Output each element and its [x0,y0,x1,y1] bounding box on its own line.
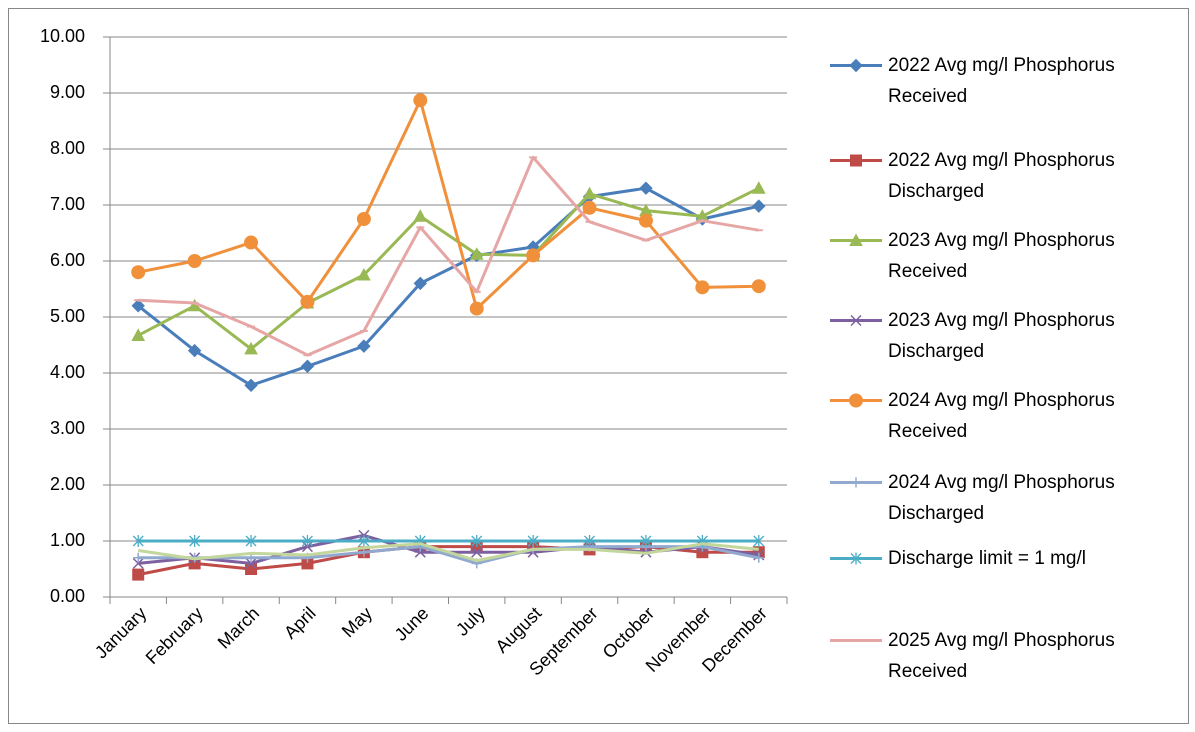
marker [849,233,863,246]
marker [850,552,862,565]
marker [851,477,861,488]
marker [638,213,653,228]
legend-label: 2024 Avg mg/l Phosphorus Discharged [888,472,1115,524]
marker [358,535,370,547]
y-tick-label: 5.00 [50,306,85,326]
y-tick-label: 1.00 [50,530,85,550]
legend-swatch [830,233,882,246]
marker [753,535,765,547]
marker [752,199,766,213]
marker [639,181,653,195]
legend-label: 2024 Avg mg/l Phosphorus Received [888,390,1115,442]
legend-item: 2022 Avg mg/l Phosphorus Received [830,50,1180,112]
marker [356,212,371,226]
legend-item: 2025 Avg mg/l Phosphorus Received [830,625,1180,687]
marker [357,267,371,281]
marker [582,186,597,200]
legend-item: 2022 Avg mg/l Phosphorus Discharged [830,145,1180,207]
y-tick-label: 10.00 [40,26,85,46]
y-tick-label: 7.00 [50,194,85,214]
marker [850,314,862,327]
legend-item: Discharge limit = 1 mg/l [830,543,1180,574]
marker [413,93,428,108]
marker [471,535,483,547]
legend-label: 2022 Avg mg/l Phosphorus Discharged [888,150,1115,202]
marker [187,254,202,268]
legend-swatch [830,477,882,488]
legend-swatch [830,639,882,642]
series-line [138,155,760,357]
marker [357,339,371,353]
y-tick-label: 3.00 [50,418,85,438]
y-tick-label: 0.00 [50,586,85,606]
marker [131,299,145,313]
legend-swatch [830,154,882,167]
marker [413,209,428,222]
marker [189,535,201,547]
series-line [137,542,759,563]
marker [132,557,144,569]
legend-item: 2023 Avg mg/l Phosphorus Discharged [830,305,1180,367]
marker [300,294,315,309]
marker [751,279,766,294]
marker [640,535,652,547]
marker [245,563,258,575]
marker [131,265,146,280]
marker [413,276,427,291]
series-line [137,186,760,351]
series-line [138,545,760,565]
marker [187,343,202,358]
marker [471,546,483,558]
marker [469,301,484,316]
series-line [137,98,759,311]
marker [245,557,257,569]
marker [244,341,258,355]
marker [300,359,315,373]
legend-label: 2022 Avg mg/l Phosphorus Received [888,55,1115,107]
series-line [137,186,760,387]
marker [133,552,144,563]
legend-label: 2025 Avg mg/l Phosphorus Received [888,630,1115,682]
y-tick-label: 2.00 [50,474,85,494]
marker [132,568,145,581]
marker [301,535,313,547]
marker [244,378,258,393]
marker [132,535,144,547]
marker [584,535,596,547]
marker [244,235,259,250]
legend-swatch [830,393,882,408]
marker [527,535,539,547]
y-tick-label: 9.00 [50,82,85,102]
legend-label: 2023 Avg mg/l Phosphorus Received [888,230,1115,282]
y-tick-label: 4.00 [50,362,85,382]
marker [695,280,710,295]
legend-item: 2024 Avg mg/l Phosphorus Discharged [830,467,1180,529]
legend-label: Discharge limit = 1 mg/l [888,548,1086,569]
marker [469,247,484,260]
legend-swatch [830,552,882,565]
marker [753,552,764,563]
legend-item: 2024 Avg mg/l Phosphorus Received [830,385,1180,447]
y-tick-label: 6.00 [50,250,85,270]
legend-swatch [830,58,882,73]
y-tick-label: 8.00 [50,138,85,158]
marker [245,535,257,547]
marker [131,328,146,341]
chart-frame [8,8,1189,724]
marker [849,58,863,73]
marker [582,200,597,215]
marker [850,154,862,167]
marker [526,248,541,263]
legend-item: 2023 Avg mg/l Phosphorus Received [830,225,1180,287]
marker [751,181,766,194]
legend-label: 2023 Avg mg/l Phosphorus Discharged [888,310,1115,362]
legend-swatch [830,314,882,327]
marker [849,393,863,408]
